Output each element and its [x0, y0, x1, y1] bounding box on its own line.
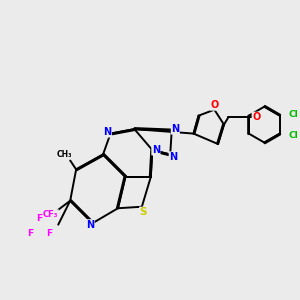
Text: N: N	[103, 127, 112, 137]
Text: F: F	[27, 229, 33, 238]
Text: O: O	[210, 100, 218, 110]
Text: N: N	[169, 152, 177, 162]
Text: CH₃: CH₃	[56, 150, 72, 159]
Text: O: O	[252, 112, 260, 122]
Text: CF₃: CF₃	[43, 210, 58, 219]
Text: F: F	[36, 214, 42, 223]
Text: Cl: Cl	[289, 130, 298, 140]
Text: F: F	[46, 229, 52, 238]
Text: Cl: Cl	[289, 110, 298, 119]
Text: S: S	[140, 207, 147, 217]
Text: N: N	[86, 220, 94, 230]
Text: N: N	[152, 145, 160, 155]
Text: N: N	[171, 124, 179, 134]
